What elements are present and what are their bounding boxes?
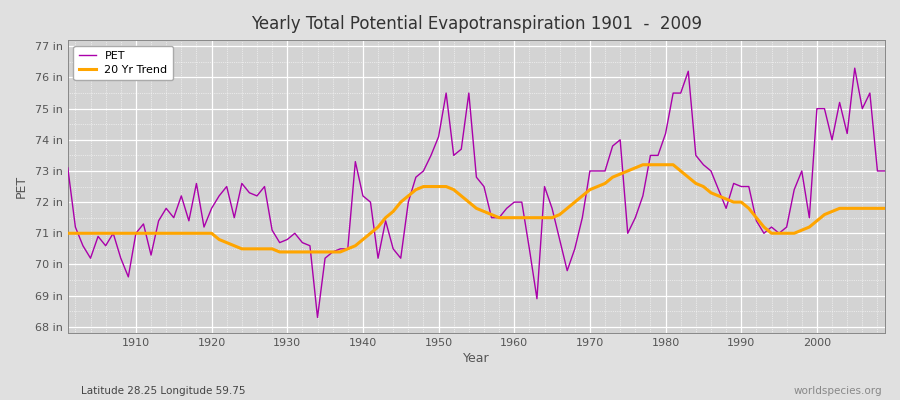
Y-axis label: PET: PET	[15, 175, 28, 198]
PET	[312, 315, 323, 320]
20 Yr Trend	[879, 206, 890, 211]
X-axis label: Year: Year	[464, 352, 490, 365]
Line: 20 Yr Trend: 20 Yr Trend	[68, 165, 885, 252]
20 Yr Trend	[608, 175, 618, 180]
20 Yr Trend	[123, 231, 134, 236]
PET	[850, 66, 860, 70]
PET	[879, 168, 890, 173]
20 Yr Trend	[517, 215, 527, 220]
PET	[290, 231, 301, 236]
PET	[342, 246, 353, 251]
PET	[508, 200, 519, 204]
PET	[517, 200, 527, 204]
20 Yr Trend	[637, 162, 648, 167]
Line: PET: PET	[68, 68, 885, 317]
Legend: PET, 20 Yr Trend: PET, 20 Yr Trend	[74, 46, 173, 80]
20 Yr Trend	[508, 215, 519, 220]
Text: worldspecies.org: worldspecies.org	[794, 386, 882, 396]
20 Yr Trend	[274, 250, 285, 254]
Title: Yearly Total Potential Evapotranspiration 1901  -  2009: Yearly Total Potential Evapotranspiratio…	[251, 15, 702, 33]
20 Yr Trend	[297, 250, 308, 254]
PET	[62, 166, 73, 170]
PET	[123, 274, 134, 279]
PET	[608, 144, 618, 148]
20 Yr Trend	[342, 246, 353, 251]
20 Yr Trend	[62, 231, 73, 236]
Text: Latitude 28.25 Longitude 59.75: Latitude 28.25 Longitude 59.75	[81, 386, 246, 396]
